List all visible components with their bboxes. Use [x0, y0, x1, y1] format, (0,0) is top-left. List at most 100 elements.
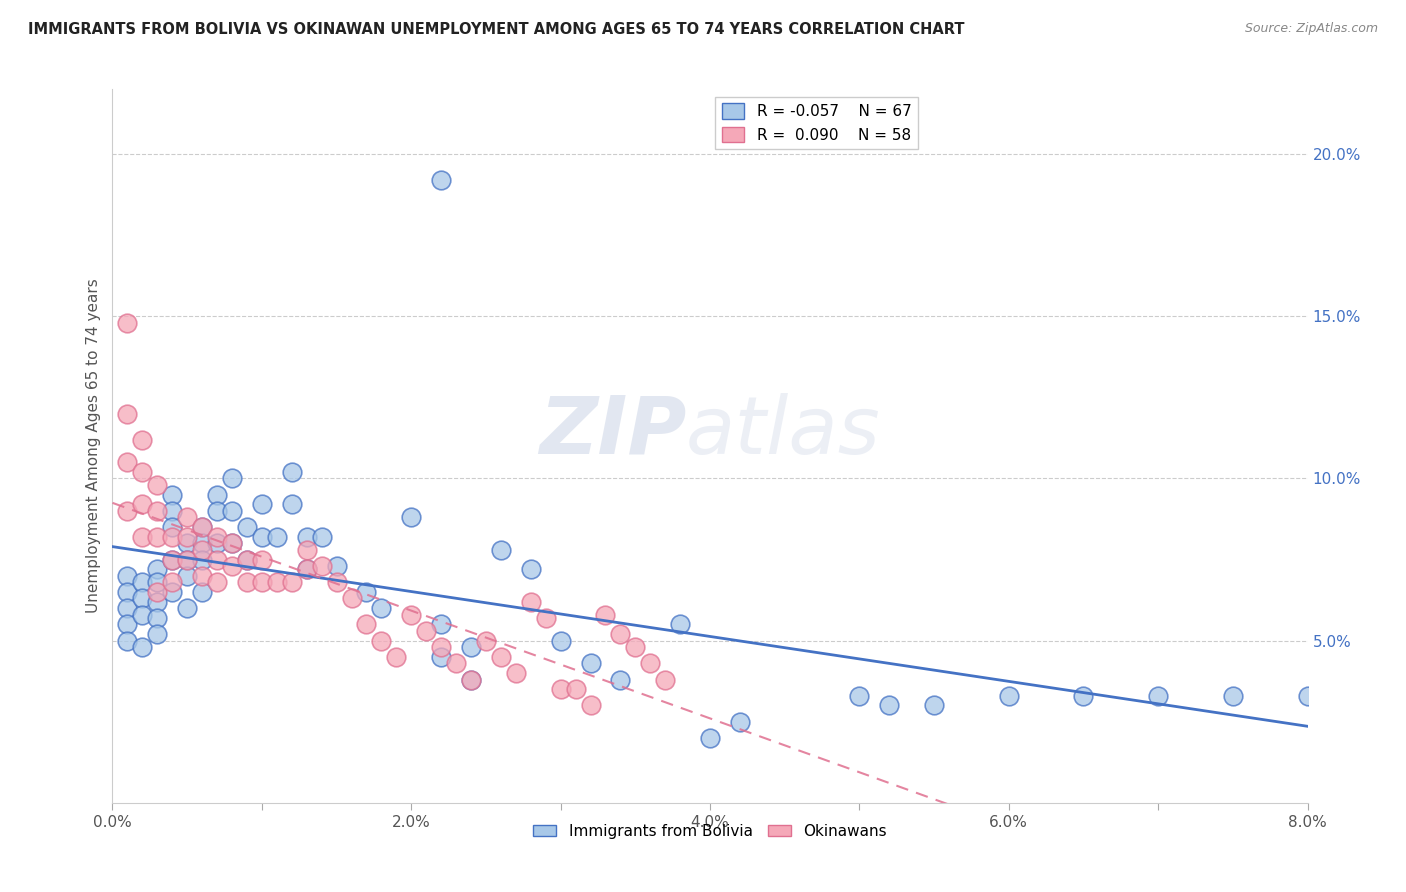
- Point: [401, 510, 423, 524]
- Point: [236, 520, 259, 534]
- Point: [444, 657, 467, 671]
- Point: [401, 607, 423, 622]
- Point: [550, 633, 572, 648]
- Point: [415, 624, 437, 638]
- Point: [998, 689, 1021, 703]
- Point: [131, 640, 153, 654]
- Point: [221, 471, 243, 485]
- Point: [176, 530, 198, 544]
- Point: [191, 536, 214, 550]
- Point: [146, 562, 169, 576]
- Point: [146, 595, 169, 609]
- Point: [131, 465, 153, 479]
- Point: [146, 585, 169, 599]
- Point: [579, 698, 602, 713]
- Point: [311, 530, 333, 544]
- Point: [505, 666, 527, 681]
- Point: [205, 504, 228, 518]
- Point: [250, 552, 273, 566]
- Point: [205, 536, 228, 550]
- Point: [385, 649, 408, 664]
- Point: [176, 552, 198, 566]
- Point: [162, 488, 183, 502]
- Point: [877, 698, 901, 713]
- Point: [146, 530, 169, 544]
- Point: [117, 407, 139, 421]
- Point: [281, 497, 304, 511]
- Point: [131, 433, 153, 447]
- Point: [281, 465, 304, 479]
- Point: [356, 585, 378, 599]
- Point: [191, 568, 214, 582]
- Point: [205, 552, 228, 566]
- Point: [1073, 689, 1095, 703]
- Point: [475, 633, 498, 648]
- Point: [162, 552, 183, 566]
- Point: [1222, 689, 1244, 703]
- Point: [848, 689, 870, 703]
- Point: [250, 530, 273, 544]
- Point: [370, 601, 392, 615]
- Point: [534, 611, 557, 625]
- Point: [266, 530, 288, 544]
- Point: [117, 568, 139, 582]
- Point: [609, 627, 631, 641]
- Text: Source: ZipAtlas.com: Source: ZipAtlas.com: [1244, 22, 1378, 36]
- Point: [162, 552, 183, 566]
- Point: [669, 617, 692, 632]
- Point: [250, 575, 273, 590]
- Point: [131, 530, 153, 544]
- Point: [1147, 689, 1170, 703]
- Point: [162, 575, 183, 590]
- Point: [728, 714, 751, 729]
- Y-axis label: Unemployment Among Ages 65 to 74 years: Unemployment Among Ages 65 to 74 years: [86, 278, 101, 614]
- Point: [1296, 689, 1319, 703]
- Point: [564, 682, 586, 697]
- Point: [176, 601, 198, 615]
- Point: [460, 673, 482, 687]
- Point: [430, 617, 453, 632]
- Point: [266, 575, 288, 590]
- Point: [340, 591, 363, 606]
- Point: [460, 673, 482, 687]
- Point: [624, 640, 647, 654]
- Point: [489, 542, 512, 557]
- Text: atlas: atlas: [686, 392, 882, 471]
- Point: [191, 552, 214, 566]
- Point: [236, 552, 259, 566]
- Point: [221, 536, 243, 550]
- Point: [550, 682, 572, 697]
- Point: [191, 520, 214, 534]
- Point: [654, 673, 676, 687]
- Text: ZIP: ZIP: [538, 392, 686, 471]
- Point: [131, 575, 153, 590]
- Point: [430, 173, 453, 187]
- Point: [609, 673, 631, 687]
- Point: [579, 657, 602, 671]
- Point: [131, 497, 153, 511]
- Point: [922, 698, 945, 713]
- Point: [356, 617, 378, 632]
- Point: [520, 562, 543, 576]
- Point: [162, 504, 183, 518]
- Point: [176, 568, 198, 582]
- Point: [221, 504, 243, 518]
- Point: [131, 607, 153, 622]
- Point: [146, 478, 169, 492]
- Point: [295, 542, 318, 557]
- Point: [236, 552, 259, 566]
- Point: [595, 607, 617, 622]
- Point: [460, 640, 482, 654]
- Point: [162, 585, 183, 599]
- Point: [117, 585, 139, 599]
- Point: [295, 562, 318, 576]
- Point: [430, 649, 453, 664]
- Point: [205, 488, 228, 502]
- Point: [117, 504, 139, 518]
- Point: [221, 559, 243, 574]
- Point: [191, 542, 214, 557]
- Point: [176, 510, 198, 524]
- Point: [236, 575, 259, 590]
- Point: [295, 530, 318, 544]
- Point: [221, 536, 243, 550]
